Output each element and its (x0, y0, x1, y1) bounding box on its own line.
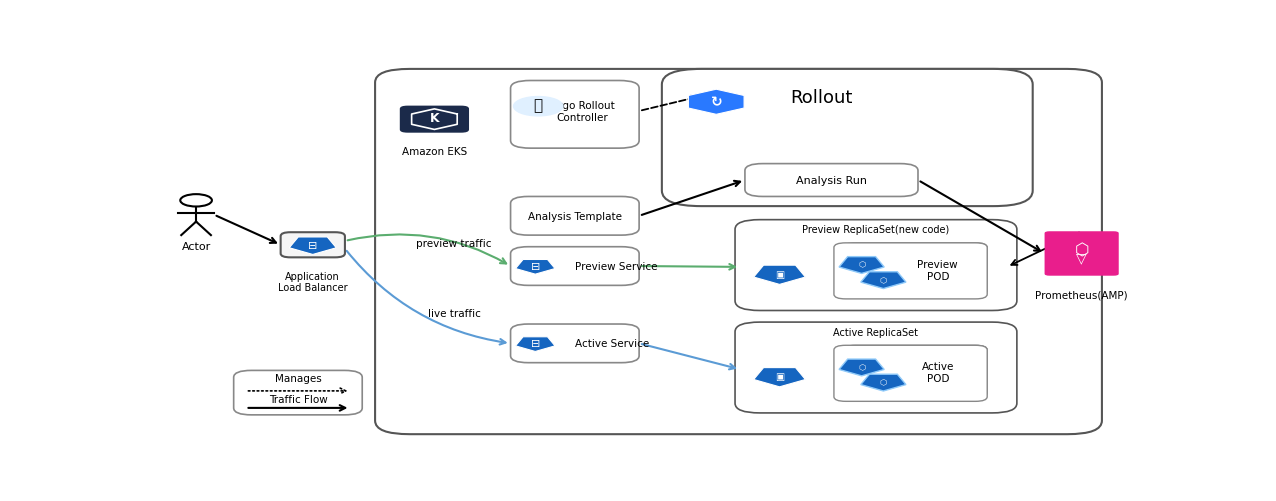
FancyBboxPatch shape (843, 243, 988, 296)
FancyBboxPatch shape (1045, 232, 1119, 276)
Polygon shape (689, 90, 744, 115)
FancyBboxPatch shape (662, 70, 1032, 207)
Text: Traffic Flow: Traffic Flow (268, 395, 328, 405)
FancyBboxPatch shape (375, 70, 1102, 434)
Polygon shape (861, 272, 906, 289)
Text: 🐙: 🐙 (533, 98, 542, 113)
Text: Analysis Run: Analysis Run (796, 176, 866, 186)
Text: Active Service: Active Service (574, 339, 649, 349)
Text: ⬡: ⬡ (879, 275, 887, 284)
Text: Preview Service: Preview Service (574, 262, 657, 272)
Polygon shape (754, 368, 805, 387)
Text: Preview ReplicaSet(new code): Preview ReplicaSet(new code) (803, 225, 949, 235)
Text: ⬡: ⬡ (879, 377, 887, 386)
Text: Prometheus(AMP): Prometheus(AMP) (1035, 290, 1128, 300)
Text: Manages: Manages (274, 373, 322, 383)
FancyBboxPatch shape (835, 243, 988, 299)
Text: Amazon EKS: Amazon EKS (402, 147, 467, 157)
Text: ⊟: ⊟ (308, 240, 318, 250)
Text: ▽: ▽ (1077, 251, 1087, 265)
Polygon shape (290, 237, 337, 255)
Text: ⊟: ⊟ (531, 339, 540, 349)
Text: Actor: Actor (181, 241, 211, 252)
Polygon shape (840, 359, 884, 376)
Text: Application
Load Balancer: Application Load Balancer (278, 272, 347, 293)
Text: K: K (430, 112, 439, 124)
FancyBboxPatch shape (510, 324, 639, 363)
FancyBboxPatch shape (735, 323, 1017, 413)
Text: ▣: ▣ (775, 269, 785, 279)
Text: ⬡: ⬡ (857, 260, 865, 269)
Text: Argo Rollout
Controller: Argo Rollout Controller (551, 101, 615, 123)
Text: Preview
POD: Preview POD (917, 260, 958, 281)
Polygon shape (754, 266, 805, 285)
FancyBboxPatch shape (510, 81, 639, 149)
Text: Analysis Template: Analysis Template (528, 211, 621, 221)
Circle shape (513, 97, 563, 117)
Text: ⬡: ⬡ (1074, 241, 1088, 259)
Text: preview traffic: preview traffic (416, 238, 493, 248)
FancyBboxPatch shape (281, 233, 345, 258)
Text: ⬡: ⬡ (857, 362, 865, 371)
Text: ⊟: ⊟ (531, 262, 540, 272)
FancyBboxPatch shape (843, 346, 988, 398)
Polygon shape (861, 374, 906, 391)
Text: live traffic: live traffic (427, 309, 481, 319)
Text: ▣: ▣ (775, 371, 785, 381)
Polygon shape (516, 260, 555, 275)
Text: Rollout: Rollout (790, 89, 852, 107)
FancyBboxPatch shape (399, 106, 470, 133)
Text: Active ReplicaSet: Active ReplicaSet (833, 327, 919, 337)
Text: ↻: ↻ (711, 96, 722, 110)
Text: Active
POD: Active POD (921, 362, 954, 383)
FancyBboxPatch shape (735, 220, 1017, 311)
Polygon shape (840, 257, 884, 274)
FancyBboxPatch shape (510, 247, 639, 286)
FancyBboxPatch shape (835, 346, 988, 401)
Polygon shape (516, 337, 555, 352)
FancyBboxPatch shape (745, 164, 917, 197)
FancyBboxPatch shape (234, 371, 362, 415)
FancyBboxPatch shape (510, 197, 639, 235)
